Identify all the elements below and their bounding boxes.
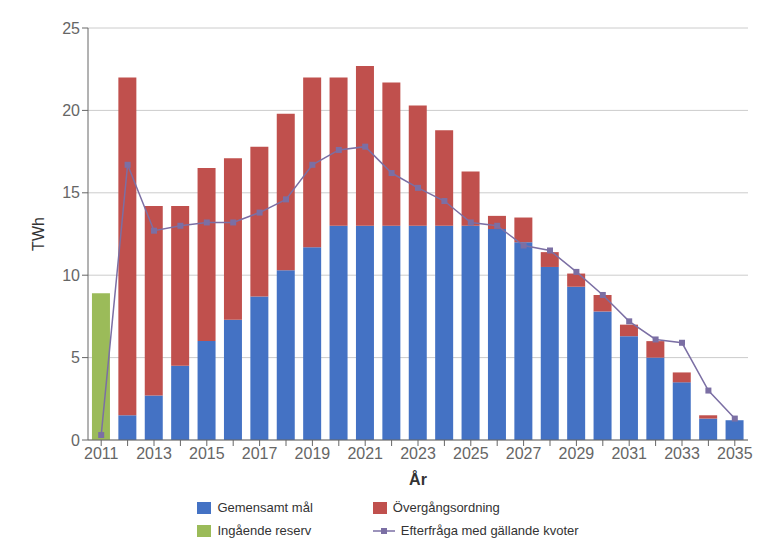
html-text:Ingående reserv: Ingående reserv bbox=[217, 523, 312, 538]
svg-text:2011: 2011 bbox=[84, 445, 119, 462]
svg-text:2035: 2035 bbox=[717, 445, 753, 462]
svg-text:2027: 2027 bbox=[506, 445, 542, 462]
svg-text:20: 20 bbox=[62, 102, 80, 119]
svg-text:2021: 2021 bbox=[347, 445, 383, 462]
svg-text:2019: 2019 bbox=[295, 445, 331, 462]
svg-text:25: 25 bbox=[62, 20, 80, 37]
svg-text:10: 10 bbox=[62, 267, 80, 284]
svg-text:0: 0 bbox=[71, 432, 80, 449]
svg-text:2023: 2023 bbox=[400, 445, 436, 462]
svg-text:2029: 2029 bbox=[559, 445, 595, 462]
svg-text:2015: 2015 bbox=[189, 445, 225, 462]
svg-text:TWh: TWh bbox=[30, 217, 47, 251]
svg-text:2013: 2013 bbox=[136, 445, 172, 462]
html-text:Övergångsordning: Övergångsordning bbox=[392, 500, 500, 515]
svg-text:År: År bbox=[409, 470, 427, 488]
svg-text:2031: 2031 bbox=[611, 445, 647, 462]
svg-text:2033: 2033 bbox=[664, 445, 700, 462]
svg-text:5: 5 bbox=[71, 349, 80, 366]
svg-text:15: 15 bbox=[62, 184, 80, 201]
html-text:Efterfråga med gällande kvoter: Efterfråga med gällande kvoter bbox=[400, 523, 579, 538]
svg-text:2025: 2025 bbox=[453, 445, 489, 462]
svg-text:2017: 2017 bbox=[242, 445, 278, 462]
html-text:Gemensamt mål: Gemensamt mål bbox=[217, 500, 313, 515]
